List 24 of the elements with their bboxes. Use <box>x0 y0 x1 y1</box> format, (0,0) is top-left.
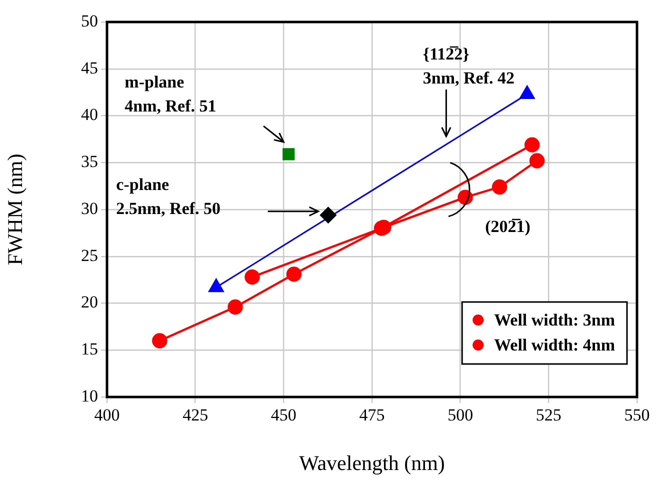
y-tick-label: 25 <box>81 246 98 265</box>
x-axis-title: Wavelength (nm) <box>299 450 445 475</box>
y-tick-label: 30 <box>81 198 98 218</box>
legend-label: Well width: 4nm <box>494 335 616 354</box>
y-axis-title: FWHM (nm) <box>3 154 28 266</box>
y-tick-label: 10 <box>81 386 98 406</box>
x-tick-label: 425 <box>182 406 208 425</box>
x-tick-label: 400 <box>94 406 120 425</box>
y-tick-label: 15 <box>81 340 98 359</box>
y-tick-label: 35 <box>81 152 98 172</box>
x-tick-label: 550 <box>624 406 650 425</box>
x-tick-label: 475 <box>359 406 385 425</box>
y-tick-label: 50 <box>81 11 98 30</box>
y-tick-label: 20 <box>81 292 98 312</box>
x-tick-label: 525 <box>536 406 562 425</box>
annotation: c-plane 2.5nm, Ref. 50 <box>116 174 221 218</box>
annotation: m-plane 4nm, Ref. 51 <box>124 72 216 116</box>
annotation: (202̅1) <box>485 217 530 236</box>
y-tick-label: 40 <box>81 105 98 124</box>
x-tick-label: 500 <box>448 406 474 425</box>
legend-label: Well width: 3nm <box>494 310 616 330</box>
y-tick-label: 45 <box>81 58 98 78</box>
annotation: {112̅2} 3nm, Ref. 42 <box>422 44 514 88</box>
x-tick-label: 450 <box>270 406 296 425</box>
